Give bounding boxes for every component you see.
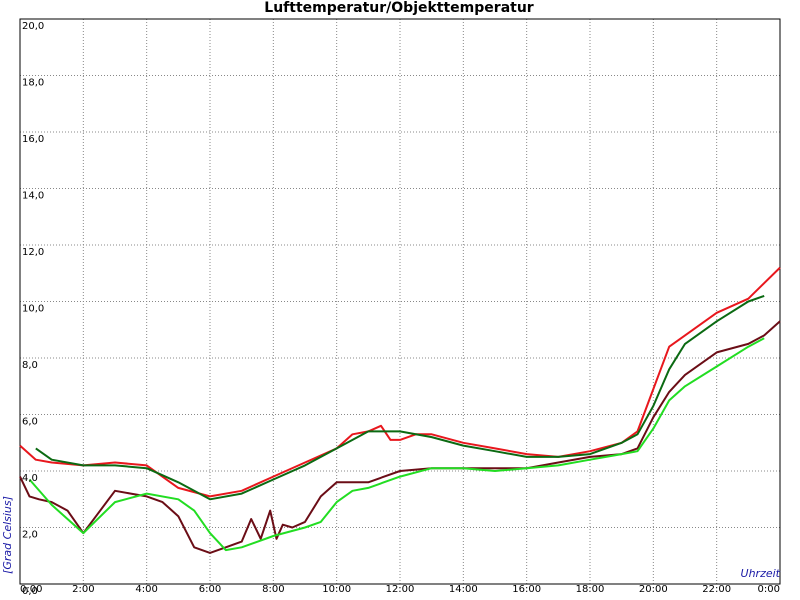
- y-axis-label: [Grad Celsius]: [1, 496, 14, 574]
- series-line-1: [19, 266, 781, 498]
- x-tick-label: 0:00: [20, 584, 42, 595]
- y-tick-label: 14,0: [22, 191, 44, 202]
- x-axis-label: Uhrzeit: [741, 567, 781, 580]
- y-tick-label: 6,0: [22, 417, 38, 428]
- x-tick-label: 2:00: [72, 584, 94, 595]
- y-tick-label: 4,0: [22, 473, 38, 484]
- x-tick-label: 10:00: [322, 584, 351, 595]
- y-tick-label: 12,0: [22, 247, 44, 258]
- y-tick-label: 0,0: [22, 586, 38, 597]
- y-tick-label: 10,0: [22, 304, 44, 315]
- chart-title: Lufttemperatur/Objekttemperatur: [264, 0, 534, 16]
- y-tick-label: 2,0: [22, 530, 38, 541]
- series-line-4: [28, 337, 765, 552]
- x-tick-label: 20:00: [639, 584, 668, 595]
- x-tick-label: 14:00: [449, 584, 478, 595]
- x-tick-label: 18:00: [576, 584, 605, 595]
- x-tick-label: 22:00: [702, 584, 731, 595]
- series-line-3: [19, 320, 781, 554]
- x-tick-label: 4:00: [135, 584, 157, 595]
- plot-frame: [19, 18, 781, 585]
- y-tick-label: 16,0: [22, 134, 44, 145]
- x-tick-label: 12:00: [386, 584, 415, 595]
- x-tick-label: 16:00: [512, 584, 541, 595]
- series-layer: [19, 266, 781, 554]
- tick-labels: 0:00 2:00 4:00 6:00 8:00 10:00 12:00 14:00 16:00…: [20, 21, 780, 597]
- series-line-2: [35, 294, 765, 501]
- gridlines: [19, 18, 781, 585]
- x-tick-label: 0:00: [758, 584, 780, 595]
- y-tick-label: 18,0: [22, 78, 44, 89]
- y-tick-label: 20,0: [22, 21, 44, 32]
- x-tick-label: 6:00: [199, 584, 221, 595]
- y-tick-label: 8,0: [22, 360, 38, 371]
- x-tick-label: 8:00: [262, 584, 284, 595]
